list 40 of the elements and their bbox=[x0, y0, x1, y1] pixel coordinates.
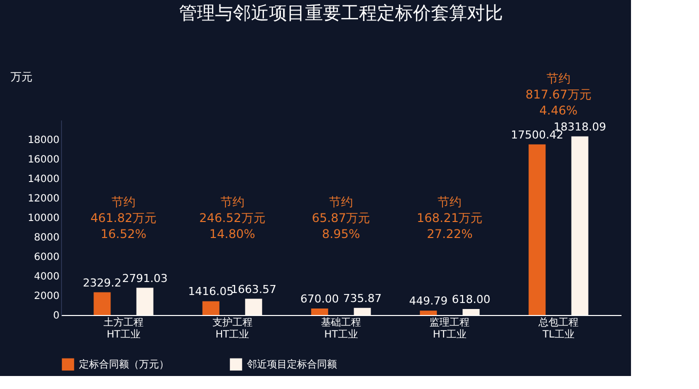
y-tick-label: 0 bbox=[53, 310, 60, 322]
bar bbox=[311, 308, 328, 315]
bar bbox=[354, 308, 371, 315]
y-tick-label: 14000 bbox=[28, 174, 60, 185]
y-tick-label: 10000 bbox=[28, 213, 60, 224]
text: 节约 817.67万元 4.46% bbox=[525, 71, 592, 118]
y-tick-label: 12000 bbox=[28, 194, 60, 204]
y-tick-label: 8000 bbox=[34, 232, 60, 244]
y-tick-label: 4000 bbox=[34, 272, 60, 282]
data-label: 735.87 bbox=[343, 292, 382, 305]
bar bbox=[94, 292, 111, 315]
y-tick-label: 2000 bbox=[34, 291, 60, 302]
bar bbox=[462, 308, 480, 315]
y-tick-label: 18000 bbox=[28, 135, 60, 146]
data-label: 2329.2 bbox=[82, 276, 122, 290]
annotation: 节约 168.21万元 27.22% bbox=[416, 194, 483, 241]
legend-label: 定标合同额（万元） bbox=[79, 358, 169, 370]
chart-title: 管理与邻近项目重要工程定标价套算对比 bbox=[179, 3, 503, 24]
x-tick-label: 支护工程 HT工业 bbox=[212, 316, 252, 340]
data-label: 618.00 bbox=[452, 292, 490, 306]
data-label: 449.79 bbox=[409, 294, 448, 308]
data-label: 2791.03 bbox=[122, 272, 168, 285]
x-tick-label: 监理工程 HT工业 bbox=[430, 316, 470, 340]
x-tick-label: 总包工程 TL工业 bbox=[537, 316, 578, 340]
x-tick-label: 土方工程 HT工业 bbox=[104, 316, 144, 340]
y-tick-label: 6000 bbox=[34, 252, 60, 263]
bar bbox=[136, 288, 154, 315]
annotation: 节约 246.52万元 14.80% bbox=[199, 194, 266, 241]
data-label: 670.00 bbox=[300, 292, 339, 306]
bar bbox=[202, 301, 220, 315]
annotation: 节约 461.82万元 16.52% bbox=[90, 194, 157, 241]
x-tick-label: 基础工程 HT工业 bbox=[321, 316, 361, 340]
bar bbox=[528, 144, 546, 315]
bar bbox=[420, 310, 437, 315]
bar bbox=[245, 298, 262, 315]
bar bbox=[571, 136, 588, 315]
annotation: 节约 65.87万元 8.95% bbox=[312, 194, 370, 241]
y-axis-title: 万元 bbox=[10, 70, 32, 84]
y-tick-label: 16000 bbox=[28, 154, 60, 166]
legend-label: 邻近项目定标合同额 bbox=[247, 358, 337, 370]
